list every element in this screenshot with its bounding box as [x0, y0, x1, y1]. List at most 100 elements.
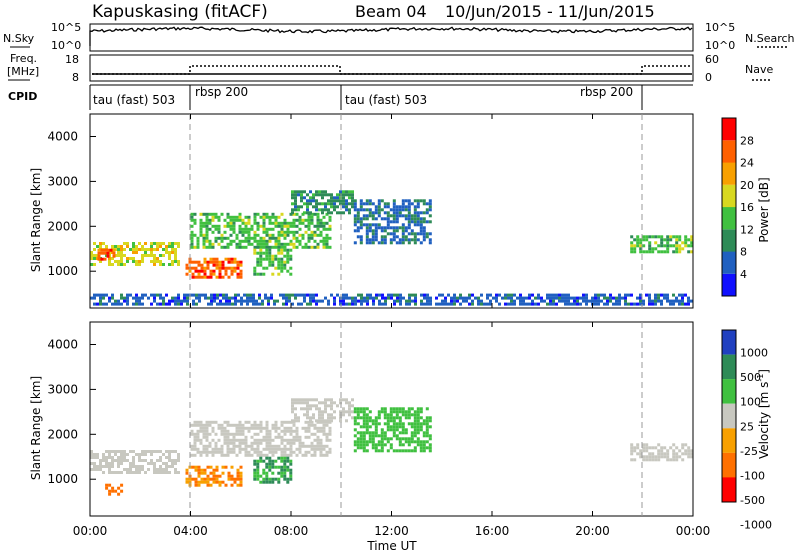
heatmap-cell: [353, 208, 357, 212]
heatmap-cell: [253, 462, 257, 466]
heatmap-cell: [301, 444, 305, 448]
heatmap-cell: [202, 432, 206, 436]
heatmap-cell: [200, 471, 204, 475]
heatmap-cell: [384, 296, 387, 300]
heatmap-cell: [253, 423, 257, 427]
heatmap-cell: [117, 263, 120, 266]
heatmap-cell: [193, 212, 197, 216]
heatmap-cell: [528, 296, 531, 300]
heatmap-cell: [250, 447, 254, 451]
heatmap-cell: [419, 223, 423, 227]
heatmap-cell: [404, 208, 408, 212]
heatmap-cell: [687, 446, 691, 450]
heatmap-cell: [480, 302, 483, 306]
heatmap-cell: [271, 444, 275, 448]
heatmap-cell: [247, 236, 251, 240]
heatmap-cell: [280, 269, 284, 273]
heatmap-cell: [97, 251, 101, 255]
heatmap-cell: [606, 302, 609, 306]
heatmap-cell: [410, 407, 414, 411]
heatmap-cell: [229, 224, 233, 228]
heatmap-cell: [678, 455, 682, 459]
heatmap-cell: [120, 263, 123, 266]
heatmap-cell: [348, 208, 351, 212]
heatmap-cell: [141, 453, 144, 456]
heatmap-cell: [360, 296, 363, 300]
heatmap-cell: [567, 293, 570, 297]
velocity-colorbar-tick: -25: [740, 445, 758, 458]
heatmap-cell: [120, 456, 123, 459]
heatmap-cell: [687, 296, 690, 300]
heatmap-cell: [368, 208, 372, 212]
heatmap-cell: [419, 241, 423, 245]
heatmap-cell: [428, 208, 432, 212]
heatmap-cell: [200, 266, 204, 270]
heatmap-cell: [277, 266, 281, 270]
heatmap-cell: [168, 459, 171, 462]
heatmap-cell: [120, 251, 123, 254]
heatmap-cell: [214, 212, 218, 216]
heatmap-cell: [351, 296, 354, 300]
heatmap-cell: [309, 419, 312, 423]
heatmap-cell: [324, 190, 327, 194]
heatmap-cell: [386, 226, 390, 230]
heatmap-cell: [377, 440, 381, 444]
heatmap-cell: [156, 293, 159, 297]
heatmap-cell: [217, 215, 221, 219]
heatmap-cell: [268, 435, 272, 439]
heatmap-cell: [684, 244, 688, 248]
heatmap-cell: [537, 302, 540, 306]
cpid-segment-2: rbsp 200: [195, 85, 248, 99]
heatmap-cell: [377, 211, 381, 215]
heatmap-cell: [250, 227, 254, 231]
heatmap-cell: [259, 423, 263, 427]
heatmap-cell: [365, 229, 369, 233]
heatmap-cell: [171, 299, 174, 303]
heatmap-cell: [297, 193, 300, 197]
heatmap-cell: [165, 302, 168, 306]
heatmap-cell: [283, 453, 287, 457]
heatmap-cell: [675, 299, 678, 303]
heatmap-cell: [190, 432, 194, 436]
heatmap-cell: [648, 241, 652, 245]
station-title: Kapuskasing (fitACF): [92, 2, 268, 22]
heatmap-cell: [328, 224, 332, 228]
heatmap-cell: [399, 296, 402, 300]
heatmap-cell: [168, 251, 171, 254]
heatmap-cell: [328, 245, 332, 249]
heatmap-cell: [316, 242, 320, 246]
heatmap-cell: [90, 296, 93, 300]
heatmap-cell: [395, 407, 399, 411]
velocity-colorbar-tick: 100: [740, 396, 761, 409]
heatmap-cell: [564, 296, 567, 300]
heatmap-cell: [205, 429, 209, 433]
heatmap-cell: [375, 296, 378, 300]
heatmap-cell: [238, 227, 242, 231]
heatmap-cell: [291, 211, 294, 215]
nave-tick-top-right: 60: [705, 53, 719, 66]
heatmap-cell: [211, 429, 215, 433]
heatmap-cell: [386, 205, 390, 209]
heatmap-cell: [247, 221, 251, 225]
heatmap-cell: [150, 302, 153, 306]
heatmap-cell: [297, 208, 300, 212]
heatmap-cell: [395, 205, 399, 209]
heatmap-cell: [579, 296, 582, 300]
heatmap-cell: [202, 447, 206, 451]
heatmap-cell: [235, 236, 239, 240]
heatmap-cell: [265, 248, 269, 252]
velocity-colorbar-swatch: [722, 403, 736, 429]
heatmap-cell: [223, 438, 227, 442]
heatmap-cell: [100, 257, 104, 261]
power-panel: [89, 113, 694, 309]
heatmap-cell: [321, 211, 324, 215]
heatmap-cell: [227, 257, 231, 261]
heatmap-cell: [222, 302, 225, 306]
heatmap-cell: [328, 450, 332, 454]
heatmap-cell: [292, 450, 296, 454]
heatmap-cell: [345, 193, 348, 197]
heatmap-cell: [277, 245, 281, 249]
heatmap-cell: [356, 413, 360, 417]
heatmap-cell: [413, 449, 417, 453]
heatmap-cell: [232, 221, 236, 225]
